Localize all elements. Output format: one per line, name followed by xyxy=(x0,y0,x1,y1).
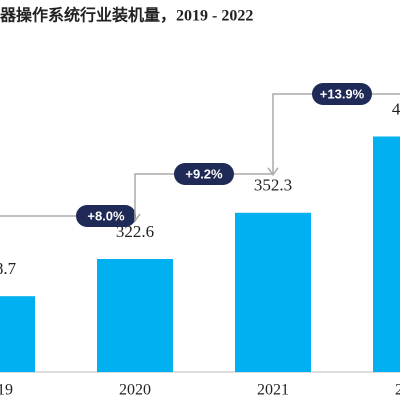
growth-pill xyxy=(76,205,136,227)
arrow-head xyxy=(267,167,279,177)
growth-label: +8.0% xyxy=(87,208,125,223)
bar xyxy=(0,296,35,372)
bar xyxy=(235,212,311,372)
x-tick-label: 2019 xyxy=(0,382,13,399)
x-tick-label: 2020 xyxy=(119,382,151,399)
chart-title: 器操作系统行业装机量，2019 - 2022 xyxy=(0,6,253,25)
value-label: 401.3 xyxy=(392,99,400,118)
x-tick-label: 2021 xyxy=(257,382,289,399)
x-tick-label: 2022 xyxy=(395,382,400,399)
bar xyxy=(373,136,400,372)
value-label: 298.7 xyxy=(0,259,17,278)
value-label: 352.3 xyxy=(254,176,292,195)
growth-label: +13.9% xyxy=(320,86,365,101)
bar xyxy=(97,258,173,372)
growth-label: +9.2% xyxy=(185,166,223,181)
growth-pill xyxy=(312,83,372,105)
growth-pill xyxy=(174,163,234,185)
